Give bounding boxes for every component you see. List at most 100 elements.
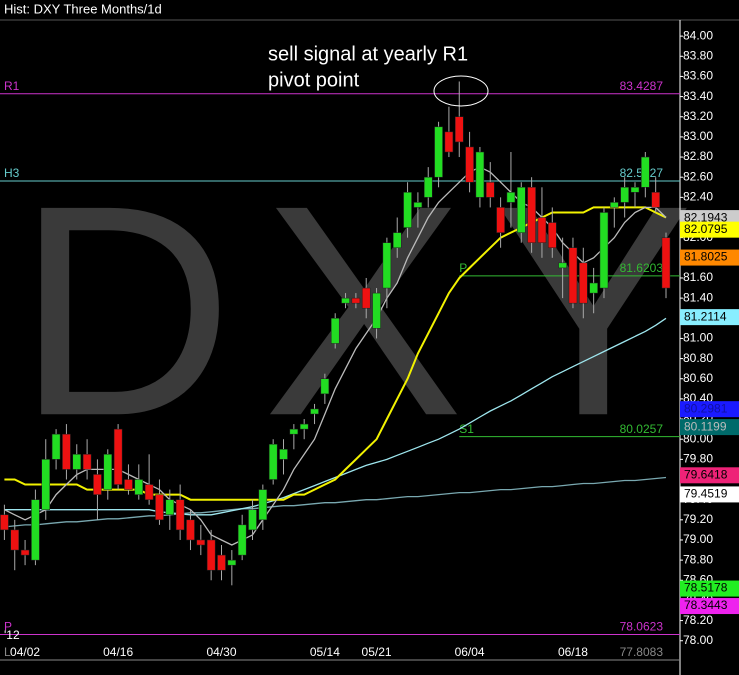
candle-body	[268, 443, 278, 480]
candle-body	[196, 539, 206, 546]
y-tick-label: 80.80	[683, 351, 713, 365]
y-tick-label: 78.80	[683, 552, 713, 566]
candle-body	[641, 156, 650, 188]
candle-body	[175, 499, 185, 531]
price-marker-label: 79.6418	[684, 467, 728, 481]
y-tick-label: 78.20	[683, 613, 713, 627]
candle-body	[299, 423, 309, 430]
watermark: DXY	[17, 142, 724, 478]
price-marker-label: 79.4519	[684, 487, 728, 501]
price-marker	[680, 419, 739, 436]
candle-body	[62, 433, 71, 470]
candle-body	[610, 202, 619, 208]
candle-body	[475, 151, 485, 198]
y-tick-label: 83.60	[683, 69, 713, 83]
candle-body	[72, 454, 82, 470]
y-tick-label: 83.00	[683, 129, 713, 143]
candle-body	[382, 242, 392, 289]
candle-body	[558, 262, 567, 269]
candle-body	[206, 539, 216, 571]
pivot-value: 81.6203	[620, 261, 664, 275]
candle-body	[589, 282, 598, 294]
x-tick-label: 06/18	[558, 645, 588, 659]
annotation-ellipse	[433, 75, 489, 107]
pivot-name: H3	[4, 166, 20, 180]
year-label: '12	[4, 628, 20, 642]
x-tick-label: 04/30	[206, 645, 236, 659]
candle-body	[392, 232, 402, 248]
y-tick-label: 83.40	[683, 89, 713, 103]
candle-body	[527, 187, 536, 243]
annotation: sell signal at yearly R1	[268, 43, 468, 65]
candle-body	[289, 428, 299, 435]
candle-body	[103, 454, 113, 490]
candle-body	[568, 247, 578, 304]
candle-body	[548, 222, 557, 248]
y-tick-label: 83.20	[683, 109, 713, 123]
candle-body	[413, 202, 423, 208]
price-marker-label: 82.1943	[684, 210, 728, 224]
candle-body	[113, 428, 123, 485]
candle-body	[0, 514, 9, 531]
candle-body	[258, 489, 268, 521]
y-tick-label: 79.20	[683, 512, 713, 526]
y-tick-label: 80.60	[683, 371, 713, 385]
candle-body	[465, 146, 474, 183]
candle-body	[330, 318, 340, 344]
x-tick-label: 06/04	[455, 645, 485, 659]
price-marker-label: 82.0795	[684, 222, 728, 236]
pivot-value: 83.4287	[620, 79, 664, 93]
y-tick-label: 81.40	[683, 290, 713, 304]
candle-body	[651, 192, 660, 208]
candle-body	[537, 217, 547, 243]
pivot-name: L	[4, 645, 11, 659]
moving-average	[4, 317, 667, 516]
pivot-value: 78.0623	[620, 620, 664, 634]
moving-average	[4, 206, 667, 501]
price-marker	[680, 486, 739, 503]
candle-body	[361, 287, 371, 309]
candle-body	[155, 494, 164, 521]
x-tick-label: 04/16	[103, 645, 133, 659]
moving-average	[4, 476, 667, 528]
candle-body	[661, 237, 671, 289]
pivot-name: S1	[459, 422, 474, 436]
pivot-value: 80.0257	[620, 422, 664, 436]
y-tick-label: 82.60	[683, 169, 713, 183]
candle-body	[93, 474, 102, 495]
candle-body	[248, 509, 257, 531]
candle-body	[579, 262, 588, 304]
chart-title: Hist: DXY Three Months/1d	[4, 1, 162, 16]
candle-body	[82, 454, 92, 470]
candle-body	[227, 559, 237, 566]
candle-body	[434, 126, 443, 178]
candle-body	[486, 181, 495, 198]
price-marker	[680, 221, 739, 238]
y-tick-label: 79.80	[683, 452, 713, 466]
candle-body	[423, 176, 433, 198]
candle-body	[517, 187, 526, 233]
candle-body	[630, 187, 640, 193]
y-tick-label: 84.00	[683, 28, 713, 42]
pivot-value: 77.8083	[620, 645, 664, 659]
candle-body	[10, 529, 19, 551]
candle-body	[165, 499, 175, 516]
pivot-name: R1	[4, 79, 20, 93]
candle-body	[341, 297, 350, 304]
candle-body	[506, 192, 516, 203]
price-marker	[680, 249, 739, 266]
pivot-name: P	[459, 261, 467, 275]
candle-body	[237, 524, 247, 556]
price-marker-label: 81.8025	[684, 250, 728, 264]
candle-body	[186, 519, 195, 541]
price-marker-label: 81.2114	[684, 309, 727, 323]
candle-body	[620, 187, 629, 203]
y-tick-label: 82.80	[683, 149, 713, 163]
x-tick-label: 04/02	[10, 645, 40, 659]
candle-body	[351, 297, 361, 304]
y-tick-label: 82.40	[683, 190, 713, 204]
candle-body	[496, 207, 505, 233]
candle-body	[20, 549, 30, 556]
